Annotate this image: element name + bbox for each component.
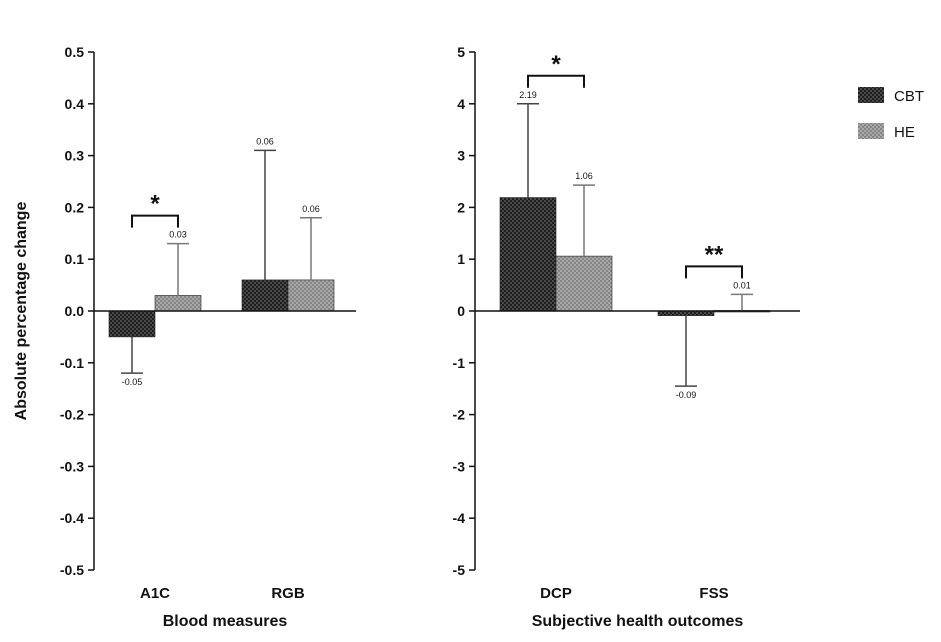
y-tick-label: 0 [457, 303, 465, 319]
data-label: -0.05 [122, 377, 143, 387]
y-tick-label: -0.3 [60, 458, 84, 474]
y-tick-label: 0.4 [65, 96, 85, 112]
bar-cbt-rgb [241, 279, 289, 312]
data-label: 0.06 [302, 204, 320, 214]
bar-he-rgb [287, 279, 335, 312]
y-tick-label: -0.1 [60, 355, 84, 371]
y-tick-label: 0.5 [65, 44, 85, 60]
data-label: -0.09 [676, 390, 697, 400]
y-tick-label: -4 [453, 510, 466, 526]
y-tick-label: 0.1 [65, 251, 85, 267]
data-label: 1.06 [575, 171, 593, 181]
y-tick-label: 4 [457, 96, 465, 112]
y-tick-label: -0.4 [60, 510, 84, 526]
x-category-label: RGB [271, 585, 305, 602]
y-tick-label: -0.5 [60, 562, 84, 578]
y-tick-label: 2 [457, 199, 465, 215]
legend-label-cbt: CBT [894, 88, 924, 105]
y-tick-label: -3 [453, 458, 466, 474]
y-axis-title: Absolute percentage change [13, 202, 30, 421]
y-tick-label: -2 [453, 407, 466, 423]
significance-bracket [131, 214, 179, 228]
y-tick-label: 0.2 [65, 199, 85, 215]
significance-bracket [527, 74, 585, 88]
y-tick-label: 3 [457, 148, 465, 164]
legend-label-he: HE [894, 124, 915, 141]
x-category-label: A1C [140, 585, 170, 602]
y-tick-label: -1 [453, 355, 466, 371]
data-label: 0.01 [733, 280, 751, 290]
data-label: 0.06 [256, 136, 274, 146]
significance-mark: * [150, 191, 160, 218]
legend-swatch-he [858, 123, 884, 139]
y-tick-label: -5 [453, 562, 466, 578]
significance-bracket [685, 265, 743, 279]
chart-panel-1: 0.5 0.4 0.3 0.2 0.1 0.0 -0.1 -0.2 -0.3 -0.4 -0.5 -0… [13, 44, 356, 630]
x-category-label: DCP [540, 585, 572, 602]
bar-cbt-dcp [499, 197, 557, 312]
x-axis-title: Blood measures [163, 613, 288, 630]
bar-he-a1c [154, 295, 202, 312]
y-tick-label: 0.0 [65, 303, 85, 319]
bar-cbt-a1c [108, 310, 156, 338]
x-category-label: FSS [699, 585, 728, 602]
significance-mark: ** [705, 241, 724, 268]
legend: CBT HE [858, 87, 924, 141]
bar-he-dcp [555, 255, 613, 312]
y-tick-label: 5 [457, 44, 465, 60]
y-tick-label: 1 [457, 251, 465, 267]
y-tick-label: 0.3 [65, 148, 85, 164]
significance-mark: * [551, 51, 561, 78]
y-tick-label: -0.2 [60, 407, 84, 423]
data-label: 2.19 [519, 90, 537, 100]
x-axis-title: Subjective health outcomes [532, 613, 744, 630]
chart-panel-2: 5 4 3 2 1 0 -1 -2 -3 -4 -5 2.19 1.06 DCP -0.09 0.01 FSS *… [453, 44, 800, 630]
data-label: 0.03 [169, 230, 187, 240]
legend-swatch-cbt [858, 87, 884, 103]
